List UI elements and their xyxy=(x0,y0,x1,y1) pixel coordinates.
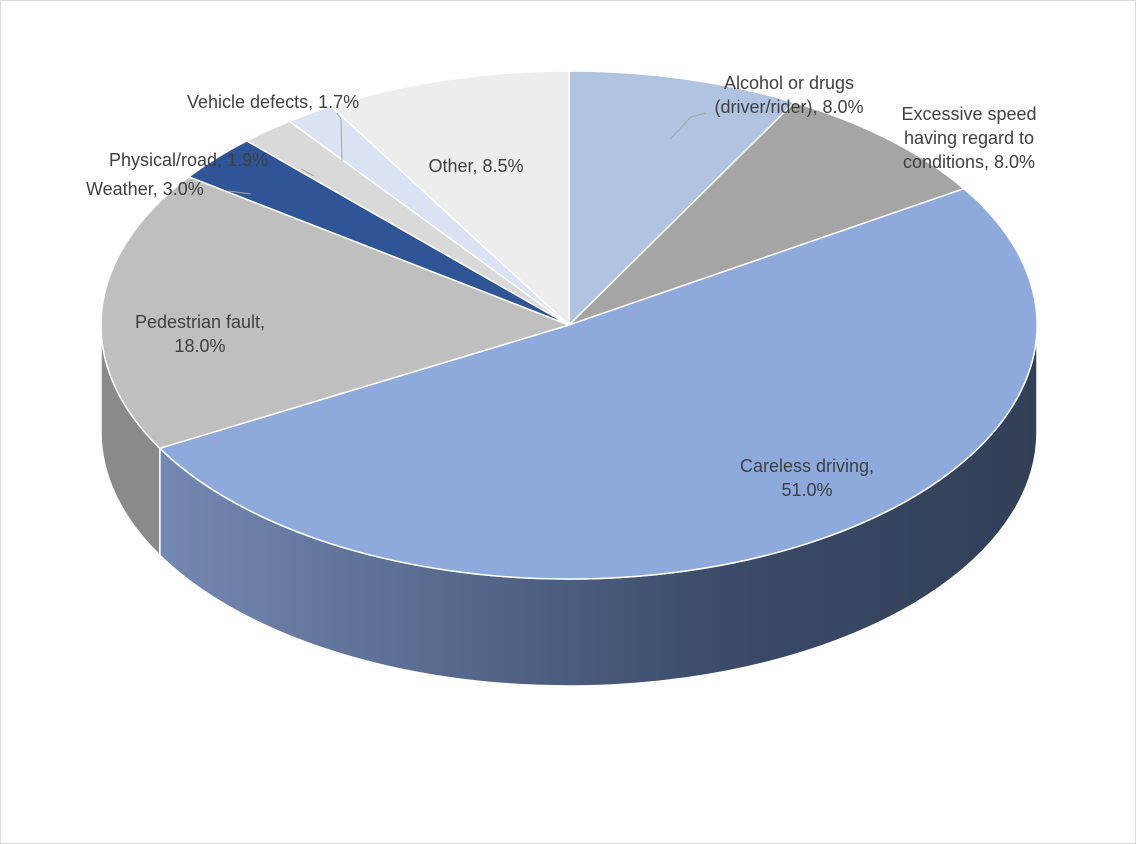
data-labels: Alcohol or drugs (driver/rider), 8.0% Exce… xyxy=(86,73,1037,500)
data-label-excessive-speed-having-regard-to-conditions: Excessive speed having regard to condition… xyxy=(901,104,1036,172)
data-label-line: Vehicle defects, 1.7% xyxy=(187,92,359,112)
slice-other xyxy=(330,70,570,326)
data-label-line: Alcohol or drugs xyxy=(724,73,854,93)
data-label-careless-driving: Careless driving, 51.0% xyxy=(740,456,874,500)
data-label-line: conditions, 8.0% xyxy=(903,152,1035,172)
leader-alcohol-or-drugs-driver-rider xyxy=(669,112,707,140)
slice-excessive-speed-having-regard-to-conditions xyxy=(568,101,965,326)
data-label-line: Pedestrian fault, xyxy=(135,312,265,332)
slice-alcohol-or-drugs-driver-rider xyxy=(568,70,796,326)
leader-weather xyxy=(228,190,252,195)
data-label-line: Careless driving, xyxy=(740,456,874,476)
leader-lines xyxy=(228,112,892,195)
data-label-other: Other, 8.5% xyxy=(428,156,523,176)
data-label-line: 51.0% xyxy=(781,480,832,500)
data-label-weather: Weather, 3.0% xyxy=(86,179,204,199)
data-label-line: Other, 8.5% xyxy=(428,156,523,176)
data-label-physical-road: Physical/road, 1.9% xyxy=(109,150,268,170)
pie-slices xyxy=(100,70,1038,580)
data-label-line: Weather, 3.0% xyxy=(86,179,204,199)
data-label-alcohol-or-drugs-driver-rider: Alcohol or drugs (driver/rider), 8.0% xyxy=(714,73,863,117)
leader-excessive-speed-having-regard-to-conditions xyxy=(835,164,892,188)
data-label-pedestrian-fault: Pedestrian fault, 18.0% xyxy=(135,312,265,356)
data-label-line: Physical/road, 1.9% xyxy=(109,150,268,170)
data-label-vehicle-defects: Vehicle defects, 1.7% xyxy=(187,92,359,112)
data-label-line: 18.0% xyxy=(174,336,225,356)
leader-physical-road xyxy=(300,168,315,177)
leader-vehicle-defects xyxy=(336,112,343,162)
data-label-line: (driver/rider), 8.0% xyxy=(714,97,863,117)
slice-pedestrian-fault xyxy=(100,176,570,450)
slice-careless-driving xyxy=(159,187,1038,580)
data-label-line: having regard to xyxy=(904,128,1034,148)
data-label-line: Excessive speed xyxy=(901,104,1036,124)
